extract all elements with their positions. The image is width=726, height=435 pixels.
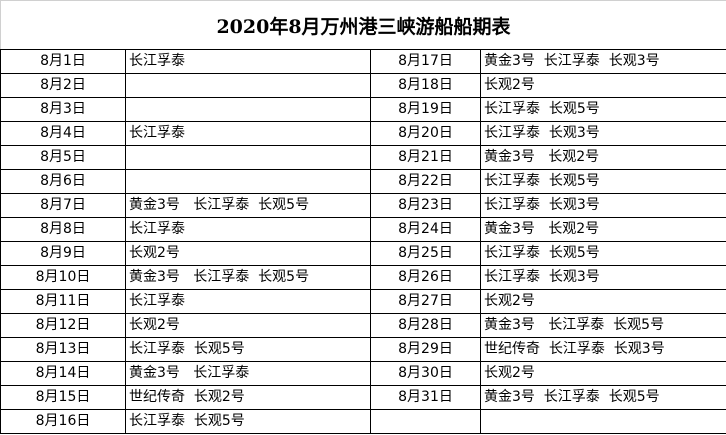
ships-cell: 长江孚泰 长观5号 (480, 97, 726, 122)
ships-cell: 长江孚泰 长观3号 (480, 121, 726, 146)
ships-cell: 长江孚泰 (125, 217, 371, 242)
table-row: 8月6日 8月22日 长江孚泰 长观5号 (0, 169, 726, 194)
date-cell: 8月20日 (370, 121, 481, 146)
ships-cell: 黄金3号 长江孚泰 长观3号 (480, 49, 726, 74)
ships-cell: 长江孚泰 (125, 121, 371, 146)
table-row: 8月12日 长观2号 8月28日 黄金3号 长江孚泰 长观5号 (0, 313, 726, 338)
date-cell: 8月23日 (370, 193, 481, 218)
table-row: 8月11日 长江孚泰 8月27日 长观2号 (0, 289, 726, 314)
ships-cell: 长江孚泰 长观5号 (480, 169, 726, 194)
date-cell: 8月4日 (0, 121, 126, 146)
ships-cell: 黄金3号 长观2号 (480, 145, 726, 170)
date-cell: 8月2日 (0, 73, 126, 98)
table-row: 8月16日 长江孚泰 长观5号 (0, 409, 726, 434)
date-cell: 8月14日 (0, 361, 126, 386)
ships-cell: 黄金3号 长江孚泰 (125, 361, 371, 386)
ships-cell: 长观2号 (125, 241, 371, 266)
ships-cell: 长江孚泰 长观3号 (480, 193, 726, 218)
date-cell: 8月30日 (370, 361, 481, 386)
date-cell: 8月6日 (0, 169, 126, 194)
table-row: 8月14日 黄金3号 长江孚泰 8月30日 长观2号 (0, 361, 726, 386)
table-row: 8月3日 8月19日 长江孚泰 长观5号 (0, 97, 726, 122)
date-cell: 8月16日 (0, 409, 126, 434)
ships-cell (125, 73, 371, 98)
date-cell: 8月21日 (370, 145, 481, 170)
ships-cell (125, 97, 371, 122)
table-row: 8月1日 长江孚泰 8月17日 黄金3号 长江孚泰 长观3号 (0, 49, 726, 74)
ships-cell: 世纪传奇 长江孚泰 长观3号 (480, 337, 726, 362)
date-cell: 8月24日 (370, 217, 481, 242)
ships-cell (480, 409, 726, 434)
date-cell: 8月17日 (370, 49, 481, 74)
date-cell: 8月18日 (370, 73, 481, 98)
ships-cell: 长江孚泰 (125, 289, 371, 314)
table-row: 8月10日 黄金3号 长江孚泰 长观5号 8月26日 长江孚泰 长观3号 (0, 265, 726, 290)
ships-cell: 黄金3号 长观2号 (480, 217, 726, 242)
date-cell (370, 409, 481, 434)
date-cell: 8月27日 (370, 289, 481, 314)
ships-cell: 长江孚泰 长观3号 (480, 265, 726, 290)
table-row: 8月4日 长江孚泰 8月20日 长江孚泰 长观3号 (0, 121, 726, 146)
ships-cell: 长观2号 (480, 361, 726, 386)
date-cell: 8月13日 (0, 337, 126, 362)
date-cell: 8月19日 (370, 97, 481, 122)
ships-cell: 长江孚泰 长观5号 (480, 241, 726, 266)
ships-cell: 黄金3号 长江孚泰 长观5号 (125, 193, 371, 218)
ships-cell: 长江孚泰 (125, 49, 371, 74)
date-cell: 8月5日 (0, 145, 126, 170)
table-row: 8月5日 8月21日 黄金3号 长观2号 (0, 145, 726, 170)
table-row: 8月9日 长观2号 8月25日 长江孚泰 长观5号 (0, 241, 726, 266)
date-cell: 8月29日 (370, 337, 481, 362)
ships-cell: 长观2号 (480, 73, 726, 98)
table-row: 8月7日 黄金3号 长江孚泰 长观5号 8月23日 长江孚泰 长观3号 (0, 193, 726, 218)
ships-cell: 世纪传奇 长观2号 (125, 385, 371, 410)
page-title: 2020年8月万州港三峡游船船期表 (0, 0, 726, 49)
date-cell: 8月11日 (0, 289, 126, 314)
date-cell: 8月22日 (370, 169, 481, 194)
date-cell: 8月1日 (0, 49, 126, 74)
ships-cell: 黄金3号 长江孚泰 长观5号 (480, 313, 726, 338)
ships-cell: 长江孚泰 长观5号 (125, 337, 371, 362)
ships-cell (125, 145, 371, 170)
date-cell: 8月15日 (0, 385, 126, 410)
ships-cell: 长观2号 (125, 313, 371, 338)
date-cell: 8月31日 (370, 385, 481, 410)
ships-cell: 长观2号 (480, 289, 726, 314)
ships-cell: 黄金3号 长江孚泰 长观5号 (480, 385, 726, 410)
table-row: 8月8日 长江孚泰 8月24日 黄金3号 长观2号 (0, 217, 726, 242)
table-row: 8月13日 长江孚泰 长观5号 8月29日 世纪传奇 长江孚泰 长观3号 (0, 337, 726, 362)
date-cell: 8月8日 (0, 217, 126, 242)
date-cell: 8月28日 (370, 313, 481, 338)
date-cell: 8月12日 (0, 313, 126, 338)
date-cell: 8月10日 (0, 265, 126, 290)
date-cell: 8月3日 (0, 97, 126, 122)
table-row: 8月2日 8月18日 长观2号 (0, 73, 726, 98)
date-cell: 8月7日 (0, 193, 126, 218)
ships-cell (125, 169, 371, 194)
schedule-table: 8月1日 长江孚泰 8月17日 黄金3号 长江孚泰 长观3号 8月2日 8月18日 长观2号… (0, 49, 726, 434)
ships-cell: 黄金3号 长江孚泰 长观5号 (125, 265, 371, 290)
date-cell: 8月26日 (370, 265, 481, 290)
ships-cell: 长江孚泰 长观5号 (125, 409, 371, 434)
date-cell: 8月9日 (0, 241, 126, 266)
date-cell: 8月25日 (370, 241, 481, 266)
table-row: 8月15日 世纪传奇 长观2号 8月31日 黄金3号 长江孚泰 长观5号 (0, 385, 726, 410)
